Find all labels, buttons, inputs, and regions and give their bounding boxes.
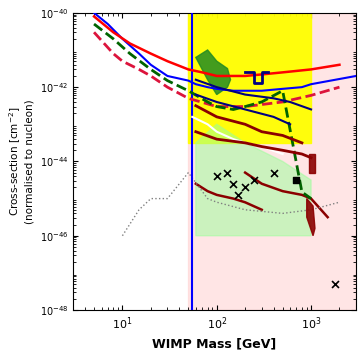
Polygon shape — [196, 50, 231, 95]
Point — [225, 170, 231, 175]
Point — [251, 177, 257, 183]
X-axis label: WIMP Mass [GeV]: WIMP Mass [GeV] — [152, 337, 277, 350]
Point — [271, 170, 277, 175]
Polygon shape — [196, 124, 311, 236]
Point — [294, 177, 299, 183]
Point — [242, 185, 248, 190]
Point — [332, 281, 338, 287]
Point — [214, 174, 220, 179]
Point — [236, 192, 241, 198]
Polygon shape — [188, 13, 311, 143]
Point — [231, 181, 236, 187]
Polygon shape — [309, 154, 315, 172]
Polygon shape — [307, 198, 315, 236]
Y-axis label: Cross-section [cm$^{-2}$]
(normalised to nucleon): Cross-section [cm$^{-2}$] (normalised to… — [7, 99, 34, 224]
